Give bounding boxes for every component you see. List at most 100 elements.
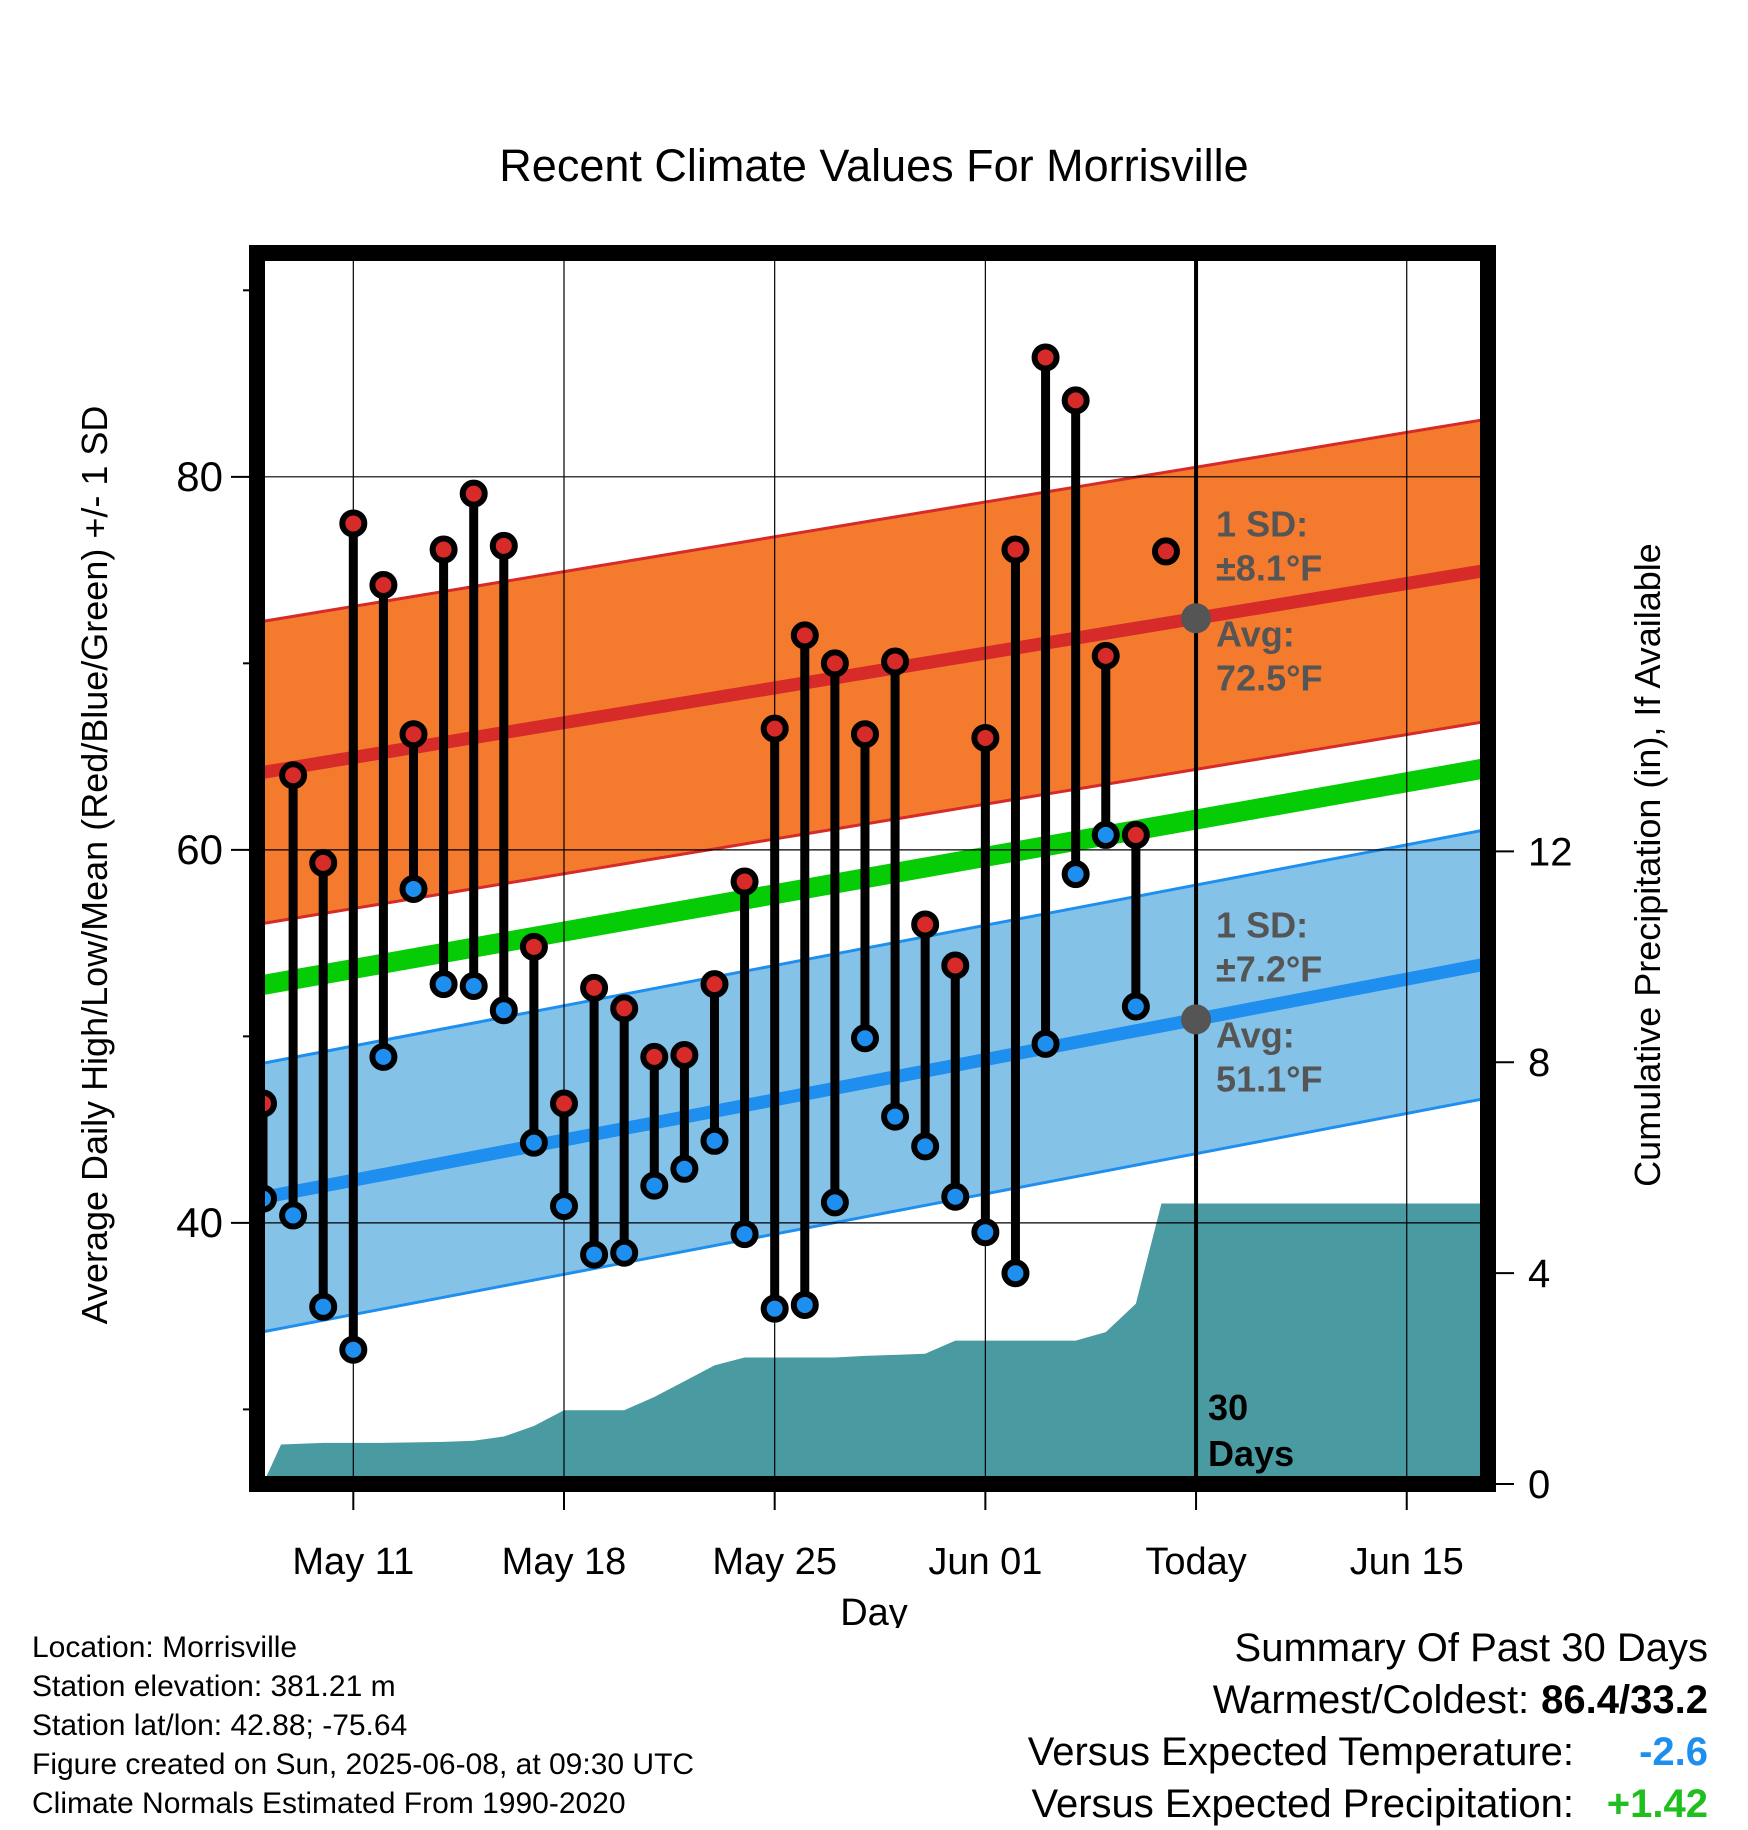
daily-high-point — [881, 647, 910, 676]
daily-low-point — [489, 996, 518, 1025]
daily-low-point — [369, 1042, 398, 1071]
daily-low-point — [941, 1182, 970, 1211]
location-text: Location: Morrisville — [32, 1631, 298, 1664]
high-sd-value: ±8.1°F — [1216, 547, 1322, 588]
summary-heading: Summary Of Past 30 Days — [1234, 1626, 1708, 1670]
daily-low-point — [790, 1290, 819, 1319]
y-axis-left-label: Average Daily High/Low/Mean (Red/Blue/Gr… — [74, 406, 115, 1325]
warmest-coldest-value: 86.4/33.2 — [1541, 1678, 1708, 1722]
low-avg-label: Avg: — [1216, 1014, 1295, 1055]
y-right-tick-label: 8 — [1528, 1041, 1550, 1085]
daily-high-point — [941, 951, 970, 980]
y-right-tick-label: 4 — [1528, 1252, 1550, 1296]
daily-low-point — [760, 1294, 789, 1323]
warmest-coldest-label: Warmest/Coldest: — [1212, 1678, 1530, 1722]
daily-low-point — [971, 1218, 1000, 1247]
x-tick-label: Jun 15 — [1350, 1541, 1464, 1583]
high-sd-label: 1 SD: — [1216, 503, 1308, 544]
daily-high-point — [730, 867, 759, 896]
daily-high-point — [580, 973, 609, 1002]
plot-content — [257, 253, 1488, 1484]
daily-low-point — [1091, 820, 1120, 849]
precip-departure-label: Versus Expected Precipitation: — [1031, 1782, 1574, 1826]
daily-high-point — [549, 1089, 578, 1118]
precip-departure-row: Versus Expected Precipitation: +1.42 — [1028, 1778, 1708, 1830]
low-sd-label: 1 SD: — [1216, 904, 1308, 945]
low-avg-value: 51.1°F — [1216, 1058, 1322, 1099]
x-tick-label: May 11 — [292, 1541, 414, 1583]
plot-frame — [249, 245, 1496, 1492]
daily-high-point — [489, 531, 518, 560]
summary-panel: Summary Of Past 30 Days Warmest/Coldest:… — [1028, 1622, 1708, 1830]
daily-high-point — [911, 910, 940, 939]
daily-high-point — [820, 649, 849, 678]
daily-low-point — [1031, 1029, 1060, 1058]
y-right-tick-label: 0 — [1528, 1463, 1550, 1507]
daily-low-point — [399, 875, 428, 904]
temp-departure-label: Versus Expected Temperature: — [1027, 1730, 1574, 1774]
daily-high-point — [610, 994, 639, 1023]
temp-departure-value: -2.6 — [1639, 1730, 1708, 1774]
x-tick-label: May 18 — [502, 1541, 627, 1583]
daily-low-point — [911, 1132, 940, 1161]
daily-low-point — [309, 1292, 338, 1321]
daily-low-point — [279, 1201, 308, 1230]
daily-low-point — [580, 1240, 609, 1269]
high-avg-label: Avg: — [1216, 613, 1295, 654]
daily-low-point — [640, 1171, 669, 1200]
daily-high-point — [369, 570, 398, 599]
y-right-tick-label: 12 — [1528, 830, 1573, 874]
daily-high-point — [459, 479, 488, 508]
daily-high-point — [1001, 535, 1030, 564]
daily-low-point — [820, 1188, 849, 1217]
daily-low-point — [850, 1024, 879, 1053]
daily-low-point — [730, 1220, 759, 1249]
daily-high-point — [700, 970, 729, 999]
daily-low-point — [429, 970, 458, 999]
daily-high-point — [1151, 537, 1180, 566]
daily-high-point — [339, 509, 368, 538]
climate-chart: Recent Climate Values For Morrisville 1 … — [74, 140, 1668, 1628]
daily-low-point — [1001, 1259, 1030, 1288]
x-tick-label: Today — [1145, 1541, 1246, 1583]
x-tick-label: Jun 01 — [928, 1541, 1042, 1583]
warmest-coldest-row: Warmest/Coldest: 86.4/33.2 — [1028, 1674, 1708, 1726]
daily-high-point — [519, 932, 548, 961]
daily-low-point — [610, 1238, 639, 1267]
daily-high-point — [279, 761, 308, 790]
created-text: Figure created on Sun, 2025-06-08, at 09… — [32, 1748, 695, 1781]
daily-low-point — [339, 1335, 368, 1364]
daily-low-point — [881, 1102, 910, 1131]
normal-mean-line — [257, 757, 1488, 996]
daily-high-point — [399, 720, 428, 749]
temp-departure-row: Versus Expected Temperature: -2.6 — [1028, 1726, 1708, 1778]
daily-high-point — [429, 535, 458, 564]
daily-high-point — [640, 1042, 669, 1071]
station-info: Location: Morrisville Station elevation:… — [32, 1628, 694, 1823]
low-sd-value: ±7.2°F — [1216, 948, 1322, 989]
today-days-number: 30 — [1208, 1387, 1248, 1428]
x-axis-label: Day — [840, 1592, 908, 1628]
latlon-text: Station lat/lon: 42.88; -75.64 — [32, 1709, 408, 1742]
daily-low-point — [1061, 860, 1090, 889]
y-axis-right-label: Cumulative Precipitation (in), If Availa… — [1627, 543, 1668, 1187]
today-low-avg-dot — [1181, 1004, 1212, 1035]
daily-low-point — [670, 1154, 699, 1183]
y-left-tick-label: 80 — [176, 453, 223, 500]
y-left-tick-label: 40 — [176, 1199, 223, 1246]
precip-departure-value: +1.42 — [1606, 1782, 1708, 1826]
daily-high-point — [760, 714, 789, 743]
daily-high-point — [1061, 386, 1090, 415]
daily-high-point — [1091, 641, 1120, 670]
normals-text: Climate Normals Estimated From 1990-2020 — [32, 1787, 626, 1820]
today-days-label: Days — [1208, 1433, 1294, 1474]
daily-high-point — [670, 1041, 699, 1070]
high-avg-value: 72.5°F — [1216, 657, 1322, 698]
y-left-tick-label: 60 — [176, 826, 223, 873]
daily-high-point — [790, 621, 819, 650]
daily-low-point — [459, 972, 488, 1001]
daily-low-point — [1121, 992, 1150, 1021]
daily-high-point — [1121, 820, 1150, 849]
daily-high-point — [309, 848, 338, 877]
elevation-text: Station elevation: 381.21 m — [32, 1670, 396, 1703]
